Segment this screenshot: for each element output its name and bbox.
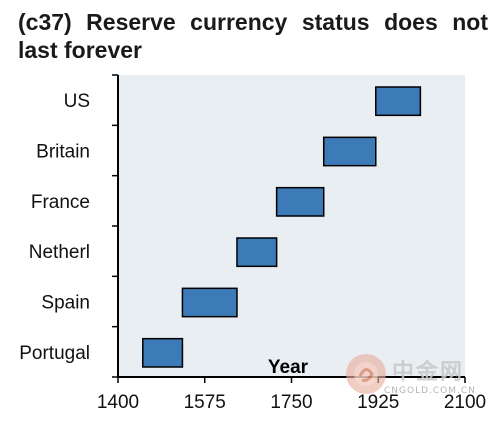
y-tick-label: Netherl: [29, 242, 90, 263]
y-tick-label: Portugal: [19, 343, 90, 364]
range-bar: [275, 186, 325, 217]
watermark-domain: CNGOLD.COM.CN: [384, 386, 476, 396]
y-tick-label: US: [64, 91, 90, 112]
chart-title: (c37) Reserve currency status does not l…: [18, 9, 488, 63]
range-bar: [236, 237, 278, 268]
range-bar: [322, 136, 377, 167]
x-tick-label: 2100: [444, 392, 486, 413]
x-axis-title: Year: [268, 357, 309, 378]
x-tick-label: 1575: [184, 392, 226, 413]
coin-logo-icon: [346, 354, 386, 394]
y-tick-label: Spain: [41, 293, 90, 314]
plot-area: [118, 75, 465, 377]
y-tick-label: France: [31, 192, 90, 213]
watermark-name: 中金网: [392, 360, 465, 385]
y-tick-label: Britain: [36, 142, 90, 163]
x-tick-label: 1400: [97, 392, 139, 413]
range-bar: [181, 287, 238, 318]
range-bar: [142, 337, 184, 368]
range-bar: [375, 86, 422, 117]
x-tick-label: 1925: [357, 392, 399, 413]
x-tick-label: 1750: [270, 392, 312, 413]
watermark: 中金网 CNGOLD.COM.CN: [340, 350, 495, 410]
